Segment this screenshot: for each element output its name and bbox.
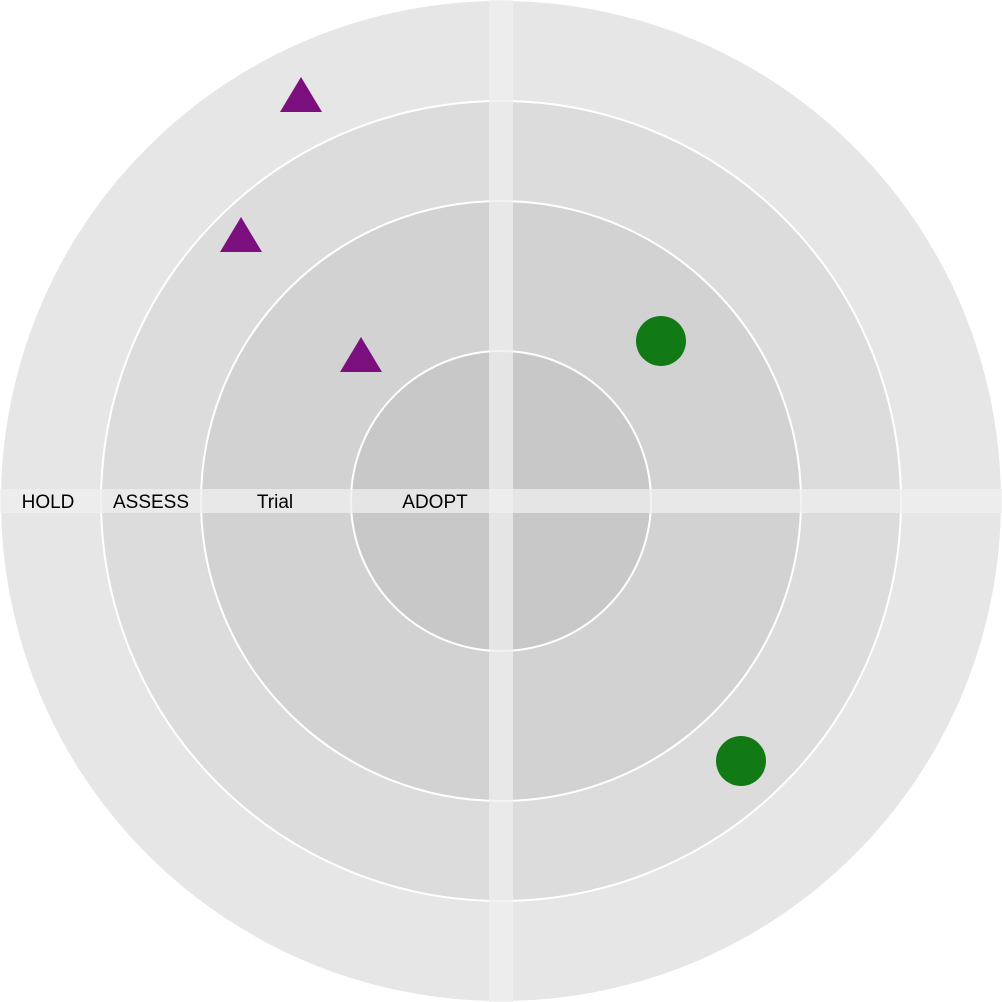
horizontal-axis-band: [0, 489, 1002, 513]
blip-circle[interactable]: [716, 736, 766, 786]
blip-triangle[interactable]: [340, 337, 382, 372]
blip-circle[interactable]: [636, 316, 686, 366]
ring-label-hold: HOLD: [22, 492, 75, 513]
ring-label-adopt: ADOPT: [402, 492, 468, 513]
ring-label-assess: ASSESS: [113, 492, 189, 513]
blip-triangle[interactable]: [220, 217, 262, 252]
ring-label-trial: Trial: [257, 492, 293, 513]
blip-triangle[interactable]: [280, 77, 322, 112]
